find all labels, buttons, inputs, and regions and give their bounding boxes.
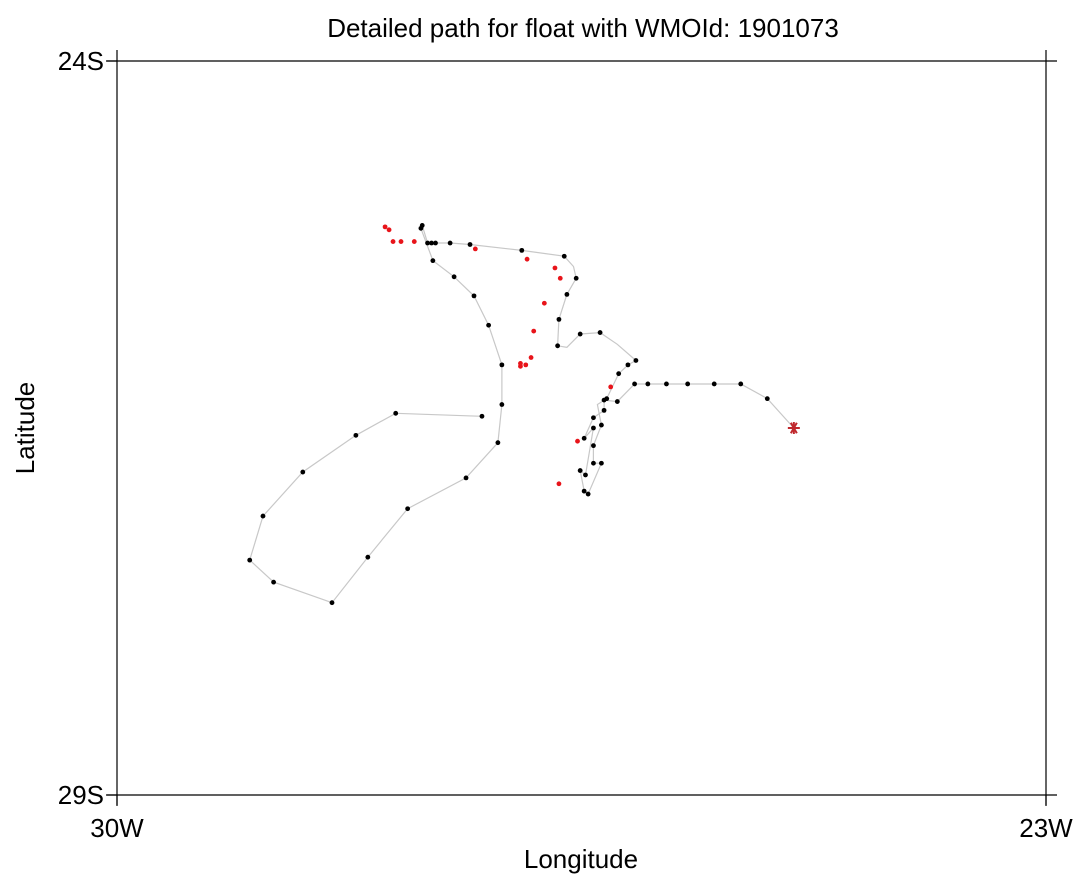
red-profile-point-7 — [552, 265, 558, 271]
black-profile-point-4 — [664, 381, 669, 387]
axis-ticks: 30W 23W 24S 29S — [58, 46, 1073, 843]
red-profile-point-9 — [541, 300, 547, 306]
black-profile-point-52 — [247, 557, 253, 563]
plot-frame — [106, 50, 1057, 806]
red-profile-point-12 — [523, 362, 529, 368]
black-profile-point-36 — [429, 240, 434, 246]
black-profile-point-40 — [430, 258, 436, 264]
black-profile-point-16 — [585, 491, 591, 497]
black-profile-point-53 — [260, 513, 266, 519]
black-profile-point-21 — [604, 396, 610, 402]
float-path-line — [249, 223, 795, 604]
y-tick-label-1: 29S — [58, 780, 104, 810]
black-profile-point-30 — [573, 275, 579, 281]
black-profile-point-43 — [486, 322, 491, 328]
black-profile-point-5 — [645, 381, 651, 387]
black-profile-point-0 — [764, 396, 770, 402]
black-profile-point-7 — [614, 399, 620, 404]
red-profile-point-14 — [518, 363, 523, 369]
black-profile-point-17 — [599, 460, 604, 466]
black-profile-point-25 — [597, 330, 603, 335]
black-profile-point-13 — [583, 472, 588, 478]
black-profile-point-50 — [329, 600, 335, 606]
black-profile-point-55 — [353, 432, 359, 438]
red-profile-point-5 — [472, 246, 478, 252]
chart-title: Detailed path for float with WMOId: 1901… — [327, 13, 839, 43]
black-profile-point-41 — [451, 274, 457, 280]
black-profile-point-6 — [632, 381, 637, 387]
black-profile-point-49 — [365, 554, 371, 560]
black-profile-point-46 — [495, 440, 501, 446]
black-profile-point-57 — [479, 413, 485, 419]
black-profile-point-35 — [433, 240, 438, 246]
plot-area — [247, 223, 800, 606]
black-profile-point-32 — [519, 247, 525, 253]
black-profile-point-11 — [581, 435, 587, 441]
black-profile-point-51 — [271, 579, 277, 585]
black-profile-point-48 — [405, 506, 411, 512]
red-profile-point-6 — [524, 256, 530, 262]
black-profile-point-9 — [601, 407, 607, 413]
black-profile-point-2 — [711, 381, 717, 387]
latest-position-marker — [787, 422, 800, 434]
red-profile-point-0 — [382, 224, 388, 230]
red-profile-point-1 — [386, 227, 392, 233]
black-profile-point-14 — [577, 468, 583, 473]
black-profile-point-37 — [425, 240, 430, 246]
black-profile-point-44 — [499, 362, 505, 368]
red-profile-point-15 — [608, 384, 614, 390]
black-profile-point-54 — [300, 469, 306, 475]
black-profile-point-34 — [447, 240, 453, 246]
black-profile-point-12 — [591, 425, 596, 431]
black-profile-point-28 — [556, 316, 562, 322]
red-profile-point-8 — [557, 275, 563, 281]
black-profile-point-39 — [418, 225, 424, 231]
black-profile-point-19 — [591, 443, 596, 449]
black-profile-point-3 — [685, 381, 691, 387]
black-profile-point-24 — [633, 358, 639, 363]
black-profile-point-56 — [393, 410, 399, 416]
black-profile-point-10 — [591, 415, 596, 421]
black-profile-point-1 — [738, 381, 744, 387]
black-profile-point-42 — [471, 293, 477, 299]
red-profile-point-16 — [575, 438, 580, 444]
red-profile-point-4 — [411, 239, 417, 244]
y-tick-label-0: 24S — [58, 46, 104, 76]
black-profile-point-27 — [555, 343, 561, 349]
black-profile-point-18 — [591, 460, 596, 466]
black-profile-point-45 — [499, 402, 505, 407]
black-profile-point-29 — [564, 292, 570, 297]
black-profile-point-26 — [577, 331, 583, 337]
x-axis-label: Longitude — [524, 844, 638, 874]
red-profile-point-3 — [398, 239, 404, 244]
red-profile-point-10 — [531, 328, 537, 334]
x-tick-label-1: 23W — [1019, 813, 1073, 843]
x-tick-label-0: 30W — [90, 813, 144, 843]
black-profile-point-33 — [467, 242, 473, 247]
black-profile-point-47 — [463, 475, 469, 481]
red-profile-point-2 — [390, 239, 396, 244]
red-profile-point-11 — [528, 355, 534, 360]
y-axis-label: Latitude — [10, 382, 40, 475]
red-profile-point-17 — [556, 481, 562, 487]
black-profile-point-23 — [625, 362, 631, 368]
black-profile-point-15 — [581, 488, 587, 494]
black-profile-point-31 — [561, 253, 567, 259]
black-profile-point-20 — [599, 422, 604, 428]
black-profile-point-22 — [616, 371, 622, 377]
